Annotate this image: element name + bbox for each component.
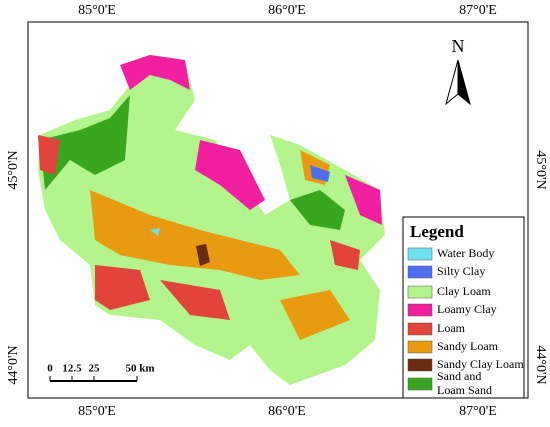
legend-swatch: [407, 340, 433, 354]
scale-label: 50 km: [125, 363, 154, 375]
legend-label: Clay Loam: [437, 284, 491, 298]
legend-title: Legend: [410, 222, 464, 241]
legend-label: Water Body: [437, 246, 494, 260]
legend-label: Loam: [437, 321, 466, 335]
legend-label: Loamy Clay: [437, 302, 497, 316]
legend-label: Loam Sand: [437, 383, 492, 397]
latitude-label: 44°0'N: [6, 345, 21, 384]
north-arrow: N: [445, 36, 471, 106]
north-label: N: [452, 36, 465, 56]
longitude-label: 85°0'E: [78, 3, 116, 18]
soil-region: [40, 95, 130, 190]
legend-label: Sandy Loam: [437, 339, 499, 353]
arrow-half: [457, 59, 471, 106]
scale-bar: 0 12.5 25 50 km: [47, 363, 155, 382]
longitude-label: 85°0'E: [78, 404, 116, 419]
soil-region: [280, 290, 350, 340]
latitude-label: 45°0'N: [533, 150, 548, 189]
soil-region: [345, 175, 382, 225]
legend-swatch: [407, 247, 433, 261]
latitude-label: 45°0'N: [6, 150, 21, 189]
legend-label: Sandy Clay Loam: [437, 357, 524, 371]
soil-region: [120, 55, 190, 90]
legend-label: Silty Clay: [437, 264, 485, 278]
legend: Legend Water Body Silty Clay Clay Loam Loam…: [402, 216, 525, 399]
legend-swatch: [407, 265, 433, 279]
longitude-label: 87°0'E: [459, 404, 497, 419]
scale-label: 0: [47, 363, 53, 375]
legend-swatch: [407, 377, 433, 391]
latitude-label: 44°0'N: [533, 345, 548, 384]
soil-region: [330, 240, 360, 270]
legend-label: Sand and: [437, 369, 481, 383]
soil-region: [150, 228, 160, 236]
legend-swatch: [407, 303, 433, 317]
soil-region: [160, 280, 230, 320]
legend-swatch: [407, 322, 433, 336]
longitude-label: 86°0'E: [268, 404, 306, 419]
soil-region: [290, 190, 345, 230]
legend-swatch: [407, 285, 433, 299]
longitude-label: 87°0'E: [459, 3, 497, 18]
soil-region: [95, 265, 150, 310]
legend-swatch: [407, 358, 433, 372]
soil-region: [90, 190, 300, 280]
soil-region: [195, 140, 265, 210]
soil-map: [38, 55, 385, 385]
scale-label: 25: [89, 363, 101, 375]
soil-region: [310, 165, 330, 182]
soil-region: [38, 135, 60, 175]
soil-region: [196, 244, 210, 266]
longitude-label: 86°0'E: [268, 3, 306, 18]
scale-label: 12.5: [62, 363, 82, 375]
